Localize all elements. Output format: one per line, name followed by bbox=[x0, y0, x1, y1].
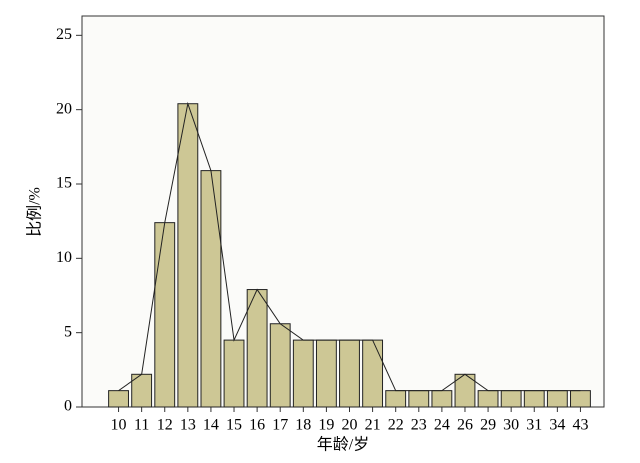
x-tick-label: 43 bbox=[572, 417, 588, 434]
bar bbox=[385, 390, 407, 408]
bar bbox=[315, 339, 337, 408]
bar bbox=[292, 339, 314, 408]
trend-line bbox=[118, 101, 581, 392]
bar bbox=[177, 103, 199, 408]
x-tick-label: 34 bbox=[549, 417, 565, 434]
x-tick-label: 14 bbox=[203, 417, 219, 434]
x-tick-label: 13 bbox=[180, 417, 196, 434]
y-tick-label: 15 bbox=[56, 175, 72, 192]
bar bbox=[500, 390, 522, 408]
bar bbox=[246, 289, 268, 408]
x-tick-label: 20 bbox=[342, 417, 358, 434]
y-tick-label: 20 bbox=[56, 100, 72, 117]
bar bbox=[523, 390, 545, 408]
bar bbox=[362, 339, 384, 408]
bar bbox=[570, 390, 591, 408]
x-axis-label: 年龄/岁 bbox=[317, 436, 369, 454]
x-tick-label: 16 bbox=[249, 417, 265, 434]
x-tick-label: 31 bbox=[526, 417, 542, 434]
x-tick-label: 29 bbox=[480, 417, 496, 434]
y-axis-label: 比例/% bbox=[26, 187, 44, 237]
x-tick-label: 21 bbox=[365, 417, 381, 434]
y-tick-label: 0 bbox=[64, 398, 72, 415]
x-tick-label: 22 bbox=[388, 417, 404, 434]
x-tick-label: 23 bbox=[411, 417, 427, 434]
bar bbox=[339, 339, 360, 408]
bar bbox=[200, 170, 222, 408]
bar bbox=[108, 390, 129, 408]
bar bbox=[223, 339, 245, 408]
y-tick-label: 25 bbox=[56, 26, 72, 43]
y-tick-label: 5 bbox=[64, 323, 72, 340]
bar bbox=[546, 390, 568, 408]
bar bbox=[408, 390, 430, 408]
y-tick-label: 10 bbox=[56, 249, 72, 266]
x-tick-label: 30 bbox=[503, 417, 519, 434]
x-tick-label: 24 bbox=[434, 417, 450, 434]
x-tick-label: 17 bbox=[272, 417, 288, 434]
x-tick-label: 19 bbox=[318, 417, 334, 434]
bar bbox=[269, 323, 291, 408]
x-tick-label: 11 bbox=[134, 417, 149, 434]
bar bbox=[154, 222, 176, 408]
x-tick-label: 12 bbox=[157, 417, 173, 434]
x-tick-label: 15 bbox=[226, 417, 242, 434]
x-tick-label: 18 bbox=[295, 417, 311, 434]
x-tick-label: 10 bbox=[111, 417, 127, 434]
bar bbox=[431, 390, 453, 408]
bar bbox=[477, 390, 499, 408]
x-tick-label: 26 bbox=[457, 417, 473, 434]
